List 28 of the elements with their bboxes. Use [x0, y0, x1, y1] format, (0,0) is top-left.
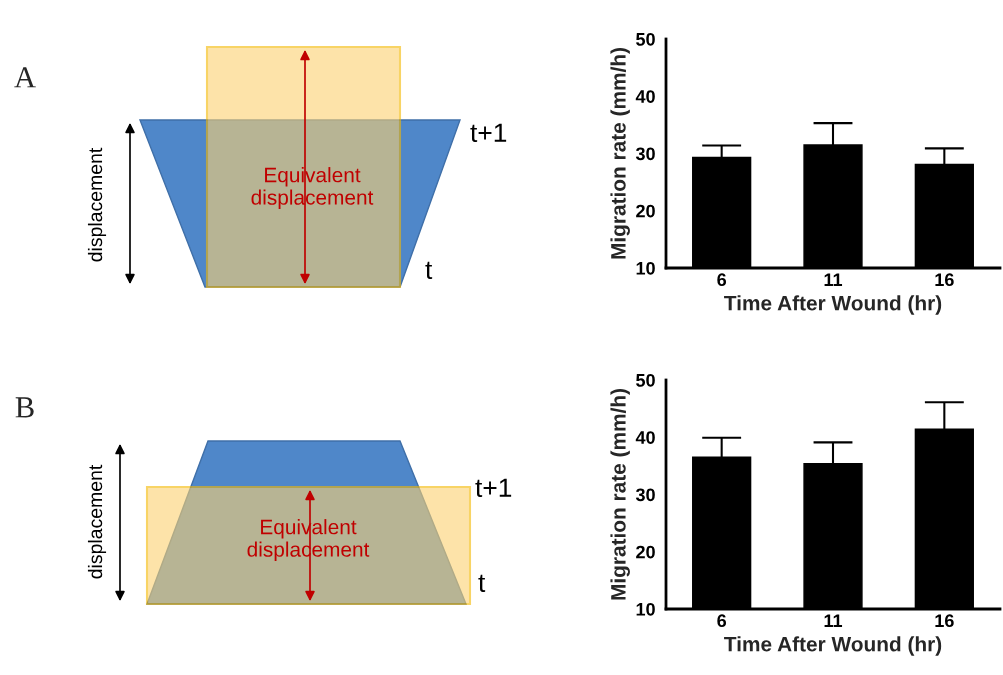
x-tick-label: 16: [935, 273, 954, 287]
y-tick-label: 30: [635, 147, 655, 161]
text: t: [478, 574, 486, 593]
y-axis-title: Migration rate (mm/h): [610, 389, 630, 600]
x-tick-label: 16: [935, 614, 954, 628]
y-tick-label: 50: [636, 373, 655, 387]
x-tick-label: 11: [824, 614, 843, 627]
y-axis-title: Migration rate (mm/h): [610, 48, 630, 259]
x-tick-label: 6: [717, 614, 727, 628]
text: t+1: [470, 123, 507, 143]
text: displacement: [87, 464, 107, 579]
y-tick-label: 20: [636, 204, 655, 218]
text: t: [425, 261, 433, 280]
y-tick-label: 40: [635, 90, 655, 103]
text: displacement: [87, 147, 107, 262]
y-tick-label: 10: [636, 602, 655, 616]
x-tick-label: 6: [717, 273, 727, 287]
y-tick-label: 30: [635, 488, 655, 502]
text: A: [14, 67, 36, 88]
y-tick-label: 40: [635, 431, 655, 444]
y-tick-label: 20: [636, 545, 655, 559]
text: B: [15, 397, 34, 418]
x-axis-title: Time After Wound (hr): [724, 636, 942, 656]
x-tick-label: 11: [824, 273, 843, 286]
x-axis-title: Time After Wound (hr): [724, 295, 942, 315]
text: t+1: [475, 478, 512, 498]
y-tick-label: 10: [636, 261, 655, 275]
y-tick-label: 50: [636, 32, 655, 46]
